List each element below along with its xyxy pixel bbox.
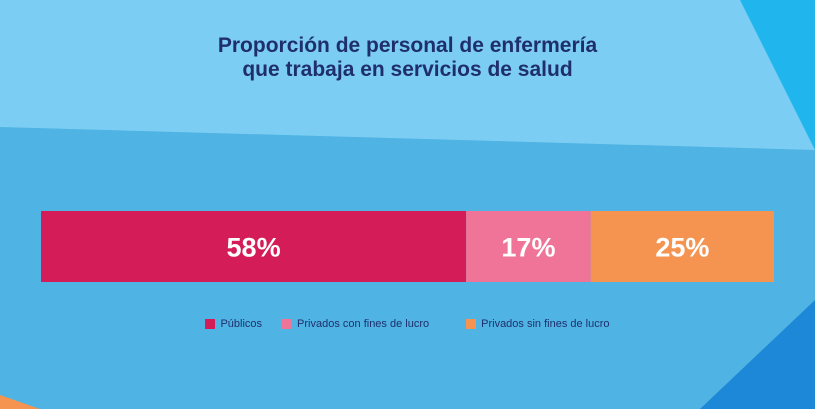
bar-segment-2 [466,211,591,282]
bar-label-2: 17% [501,233,555,263]
legend-label-1: Públicos [220,318,263,330]
legend-item-3: Privados sin fines de lucro [466,318,610,330]
legend-item-1: Públicos [205,318,262,330]
bar-label-1: 58% [227,233,281,263]
bar-label-3: 25% [655,233,709,263]
chart-title-line-2: que trabaja en servicios de salud [242,58,573,81]
legend: Públicos Privados con fines de lucro Priva… [0,318,815,330]
chart-title-line-1: Proporción de personal de enfermería [217,34,598,57]
legend-swatch-2 [282,319,293,329]
legend-swatch-1 [205,319,216,329]
legend-label-2: Privados con fines de lucro [297,318,430,330]
legend-label-3: Privados sin fines de lucro [481,318,610,330]
legend-item-2: Privados con fines de lucro [282,318,429,330]
chart-title: Proporción de personal de enfermería que… [0,34,815,82]
bar-segment-1 [41,211,467,282]
bar-segment-3 [590,211,774,282]
legend-swatch-3 [466,319,477,329]
